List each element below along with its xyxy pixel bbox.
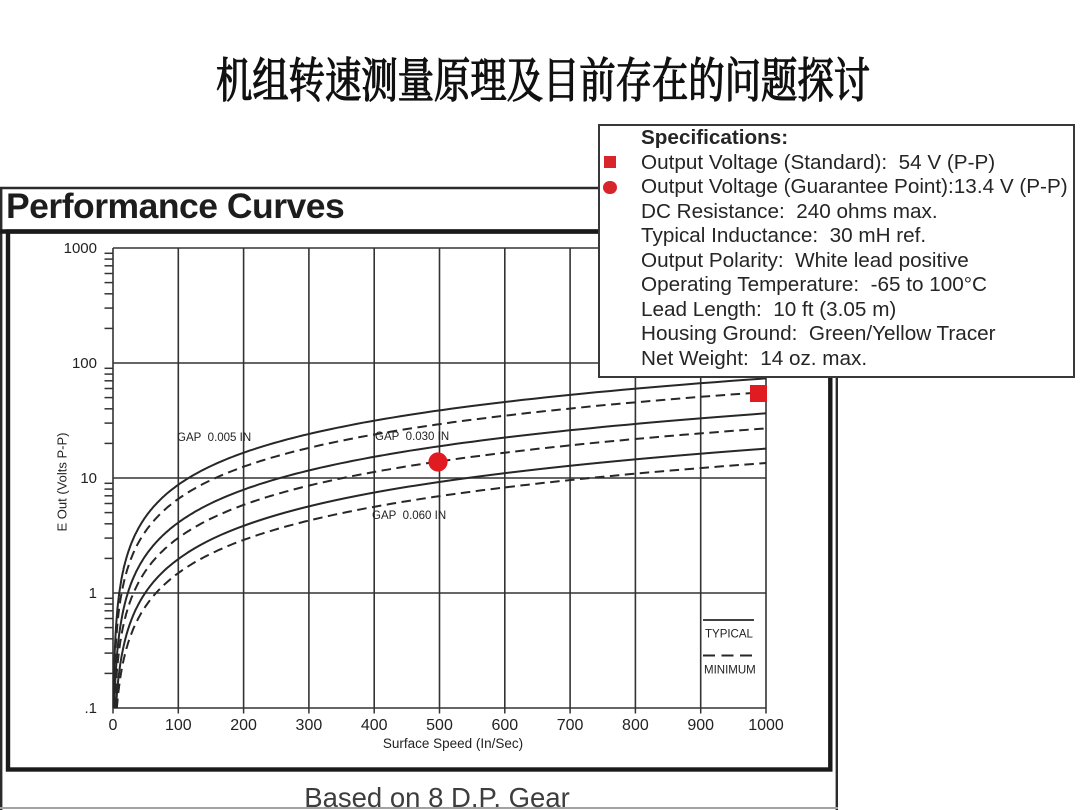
svg-text:0: 0 (109, 717, 118, 734)
svg-text:1: 1 (89, 585, 97, 602)
svg-text:800: 800 (622, 717, 649, 734)
svg-text:GAP 0.060 IN: GAP 0.060 IN (372, 510, 446, 522)
svg-text:Performance Curves: Performance Curves (6, 186, 344, 226)
svg-text:100: 100 (165, 717, 192, 734)
svg-text:GAP 0.005 IN: GAP 0.005 IN (177, 432, 251, 444)
svg-text:400: 400 (361, 717, 388, 734)
svg-text:200: 200 (230, 717, 257, 734)
svg-text:E Out (Volts P-P): E Out (Volts P-P) (55, 433, 70, 532)
svg-text:10: 10 (80, 470, 97, 487)
svg-text:600: 600 (491, 717, 518, 734)
svg-text:700: 700 (557, 717, 584, 734)
svg-text:MINIMUM: MINIMUM (704, 665, 756, 677)
svg-text:.1: .1 (84, 700, 97, 717)
svg-text:TYPICAL: TYPICAL (705, 629, 754, 641)
svg-text:500: 500 (426, 717, 453, 734)
svg-text:1000: 1000 (748, 717, 784, 734)
svg-text:300: 300 (296, 717, 323, 734)
svg-text:Surface Speed (In/Sec): Surface Speed (In/Sec) (383, 736, 523, 751)
svg-text:1000: 1000 (64, 240, 97, 257)
svg-text:900: 900 (687, 717, 714, 734)
svg-text:100: 100 (72, 355, 97, 372)
svg-text:GAP 0.030 IN: GAP 0.030 IN (375, 431, 449, 443)
